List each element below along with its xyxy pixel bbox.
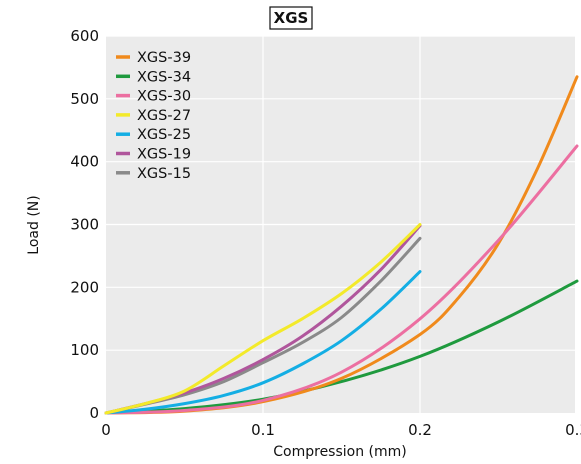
legend-label-xgs-19: XGS-19 bbox=[137, 147, 191, 163]
y-tick-label: 400 bbox=[70, 153, 99, 171]
ticks: 0 0.1 0.2 0.3 0 100 200 300 400 500 600 bbox=[70, 27, 581, 439]
series-line-xgs-34 bbox=[104, 279, 579, 415]
legend-label-xgs-25: XGS-25 bbox=[137, 127, 191, 143]
y-tick-label: 100 bbox=[70, 341, 99, 359]
series-layer bbox=[104, 75, 579, 415]
title-box bbox=[269, 6, 313, 30]
y-tick-label: 0 bbox=[89, 404, 99, 422]
x-tick-label: 0.3 bbox=[565, 421, 581, 439]
x-axis-label: Compression (mm) bbox=[273, 444, 407, 460]
legend-label-xgs-39: XGS-39 bbox=[137, 50, 191, 66]
x-tick-label: 0 bbox=[101, 421, 111, 439]
x-tick-label: 0.2 bbox=[408, 421, 432, 439]
legend-label-xgs-27: XGS-27 bbox=[137, 108, 191, 124]
y-axis-label: Load (N) bbox=[26, 195, 42, 254]
x-tick-label: 0.1 bbox=[251, 421, 275, 439]
chart-title: XGS bbox=[274, 9, 309, 27]
y-tick-label: 300 bbox=[70, 216, 99, 234]
y-tick-label: 600 bbox=[70, 27, 99, 45]
series-line-xgs-25 bbox=[104, 270, 422, 415]
legend-label-xgs-34: XGS-34 bbox=[137, 69, 191, 85]
legend-label-xgs-15: XGS-15 bbox=[137, 166, 191, 182]
series-line-xgs-27 bbox=[104, 223, 422, 415]
legend-label-xgs-30: XGS-30 bbox=[137, 89, 191, 105]
y-tick-label: 200 bbox=[70, 278, 99, 296]
series-line-xgs-30 bbox=[104, 144, 579, 415]
y-tick-label: 500 bbox=[70, 90, 99, 108]
legend: XGS-39 XGS-34 XGS-30 XGS-27 XGS-25 XGS-19 XGS-… bbox=[116, 50, 191, 182]
